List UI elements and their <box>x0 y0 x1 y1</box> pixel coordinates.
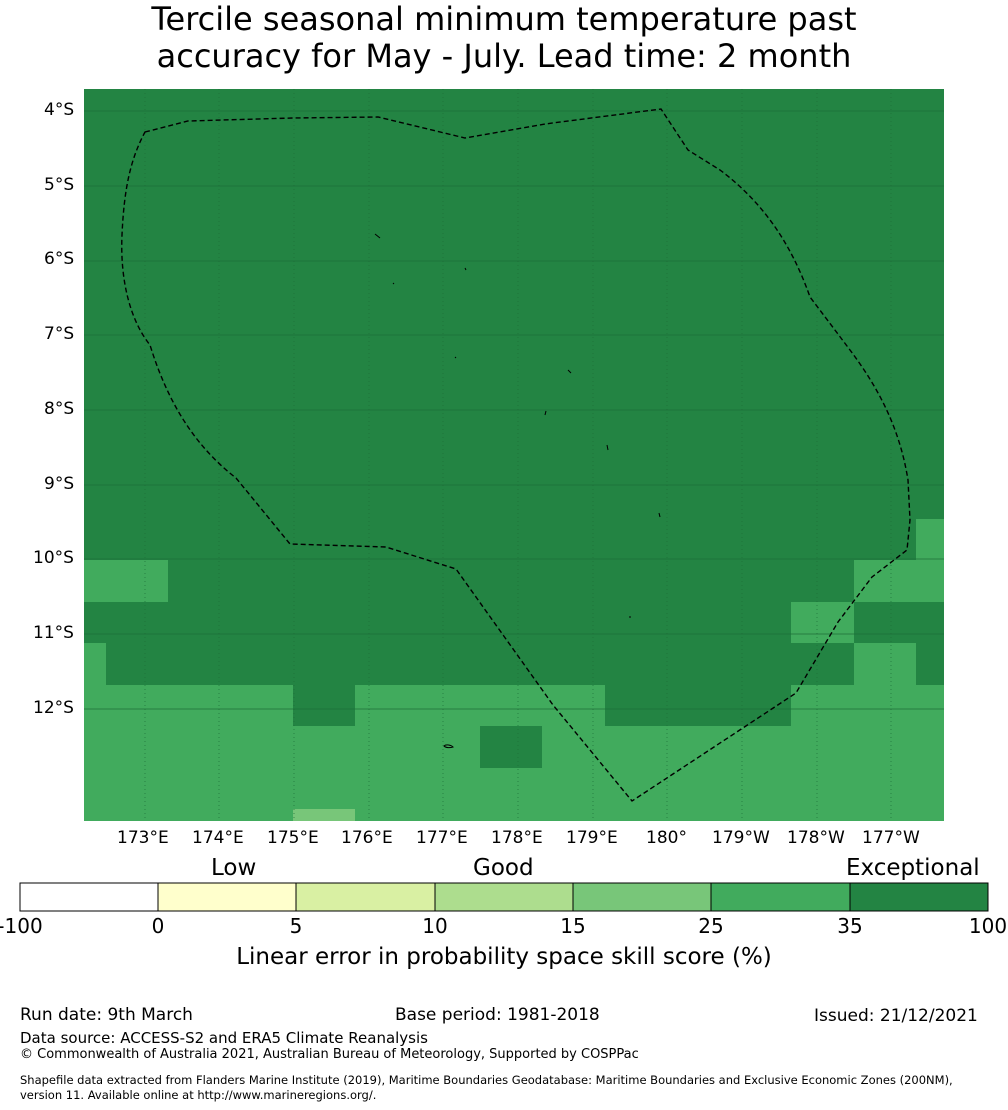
lat-label: 11°S <box>33 623 74 643</box>
eez-boundary-outline <box>121 108 911 802</box>
lat-label: 12°S <box>33 698 74 718</box>
skill-cell <box>293 726 480 821</box>
copyright: © Commonwealth of Australia 2021, Austra… <box>20 1047 639 1062</box>
lon-label: 177°E <box>416 828 468 848</box>
colorbar-segment <box>19 882 159 912</box>
data-source: Data source: ACCESS-S2 and ERA5 Climate … <box>20 1029 428 1047</box>
lon-label: 178°W <box>787 828 845 848</box>
skill-cell <box>854 560 944 602</box>
island-shape <box>443 744 454 749</box>
colorbar-tick: 15 <box>560 914 586 938</box>
colorbar-tick: -100 <box>0 914 43 938</box>
lat-label: 5°S <box>44 175 75 195</box>
colorbar-segment <box>572 882 712 912</box>
colorbar-tick: 10 <box>422 914 448 938</box>
island-shape <box>606 444 609 451</box>
islands <box>374 233 661 749</box>
skill-cell <box>791 602 854 643</box>
shapefile-credit-line-2: version 11. Available online at http://w… <box>20 1088 377 1102</box>
skill-cell <box>916 519 944 560</box>
skill-cell <box>84 560 168 602</box>
skill-cells-medium <box>84 519 944 821</box>
map-title-line-1: Tercile seasonal minimum temperature pas… <box>151 0 857 38</box>
colorbar-category-exceptional: Exceptional <box>846 855 980 881</box>
lat-label: 8°S <box>44 399 75 419</box>
colorbar-tick: 35 <box>837 914 863 938</box>
shapefile-credit-line-1: Shapefile data extracted from Flanders M… <box>20 1073 953 1087</box>
skill-cell <box>854 643 916 685</box>
colorbar-label: Linear error in probability space skill … <box>236 944 772 970</box>
colorbar-tick: 5 <box>289 914 303 938</box>
lon-label: 180° <box>646 828 687 848</box>
colorbar-segment <box>434 882 574 912</box>
island-shape <box>464 267 467 271</box>
lon-label: 179°E <box>566 828 618 848</box>
skill-cell <box>84 685 293 821</box>
island-shape <box>544 410 547 416</box>
lat-label: 6°S <box>44 249 75 269</box>
colorbar-tick: 0 <box>151 914 165 938</box>
skill-cell <box>605 726 791 821</box>
skill-cell <box>542 726 605 821</box>
island-shape <box>658 512 661 518</box>
graticule <box>84 89 944 821</box>
lon-label: 175°E <box>267 828 319 848</box>
skill-cell <box>791 685 944 821</box>
lon-label: 179°W <box>712 828 770 848</box>
lon-label: 178°E <box>491 828 543 848</box>
colorbar <box>19 882 989 912</box>
colorbar-tick: 100 <box>968 914 1008 938</box>
skill-cell-good <box>293 809 355 821</box>
map-title-line-2: accuracy for May - July. Lead time: 2 mo… <box>156 37 852 75</box>
skill-cell <box>84 643 106 685</box>
island-shape <box>392 282 395 285</box>
skill-cell <box>355 685 605 726</box>
colorbar-category-low: Low <box>211 855 257 881</box>
colorbar-segment <box>710 882 851 912</box>
island-shape <box>454 356 457 359</box>
colorbar-category-good: Good <box>473 855 534 881</box>
skill-cell <box>480 768 542 821</box>
colorbar-segment <box>295 882 436 912</box>
lon-label: 173°E <box>117 828 169 848</box>
colorbar-segment <box>157 882 297 912</box>
island-shape <box>374 233 381 239</box>
lat-label: 10°S <box>33 548 74 568</box>
issued-date: Issued: 21/12/2021 <box>814 1006 978 1026</box>
lon-label: 176°E <box>341 828 393 848</box>
lat-label: 4°S <box>44 100 75 120</box>
lat-label: 7°S <box>44 324 75 344</box>
colorbar-tick: 25 <box>698 914 724 938</box>
colorbar-segment <box>849 882 989 912</box>
base-period: Base period: 1981-2018 <box>395 1005 600 1025</box>
run-date: Run date: 9th March <box>20 1005 193 1025</box>
lon-label: 177°W <box>862 828 920 848</box>
lat-label: 9°S <box>44 474 75 494</box>
island-shape <box>567 369 572 374</box>
lon-label: 174°E <box>192 828 244 848</box>
